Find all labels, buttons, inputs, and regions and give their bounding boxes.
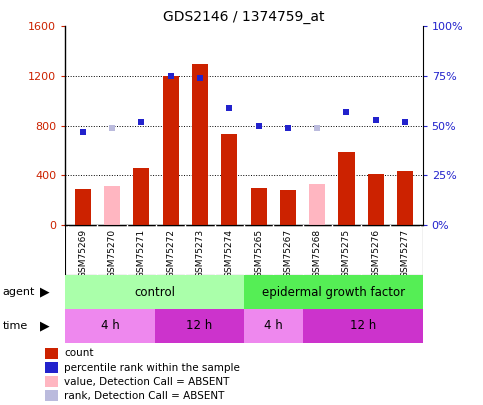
Bar <box>214 225 244 275</box>
Bar <box>397 171 413 225</box>
Title: GDS2146 / 1374759_at: GDS2146 / 1374759_at <box>163 10 325 24</box>
Text: GSM75272: GSM75272 <box>166 229 175 278</box>
Text: GSM75274: GSM75274 <box>225 229 234 278</box>
Bar <box>368 174 384 225</box>
Text: GSM75275: GSM75275 <box>342 229 351 278</box>
Text: GSM75265: GSM75265 <box>254 229 263 278</box>
Text: 4 h: 4 h <box>100 319 119 333</box>
Bar <box>45 390 58 401</box>
Bar <box>185 225 214 275</box>
Text: percentile rank within the sample: percentile rank within the sample <box>64 362 240 373</box>
Text: value, Detection Call = ABSENT: value, Detection Call = ABSENT <box>64 377 229 387</box>
Bar <box>221 134 237 225</box>
Bar <box>68 225 98 275</box>
Bar <box>244 225 273 275</box>
Bar <box>98 225 127 275</box>
Text: GSM75276: GSM75276 <box>371 229 380 278</box>
Bar <box>192 64 208 225</box>
Text: 12 h: 12 h <box>350 319 376 333</box>
Text: GSM75277: GSM75277 <box>400 229 410 278</box>
Bar <box>273 225 302 275</box>
Bar <box>127 225 156 275</box>
Text: agent: agent <box>2 287 35 297</box>
Text: time: time <box>2 321 28 331</box>
Text: control: control <box>134 286 175 299</box>
Text: 12 h: 12 h <box>186 319 213 333</box>
Bar <box>361 225 390 275</box>
Bar <box>332 225 361 275</box>
Text: epidermal growth factor: epidermal growth factor <box>262 286 405 299</box>
Bar <box>65 309 155 343</box>
Bar <box>75 189 91 225</box>
Text: GSM75267: GSM75267 <box>284 229 292 278</box>
Bar <box>45 376 58 387</box>
Bar <box>45 348 58 359</box>
Text: GSM75271: GSM75271 <box>137 229 146 278</box>
Text: 4 h: 4 h <box>264 319 283 333</box>
Bar <box>251 188 267 225</box>
Text: rank, Detection Call = ABSENT: rank, Detection Call = ABSENT <box>64 391 224 401</box>
Text: ▶: ▶ <box>40 319 49 333</box>
Text: GSM75268: GSM75268 <box>313 229 322 278</box>
Bar <box>45 362 58 373</box>
Text: ▶: ▶ <box>40 286 49 299</box>
Text: GSM75269: GSM75269 <box>78 229 87 278</box>
Bar <box>244 309 303 343</box>
Bar <box>104 186 120 225</box>
Bar <box>163 76 179 225</box>
Bar <box>133 168 149 225</box>
Bar <box>302 225 332 275</box>
Bar <box>303 309 423 343</box>
Text: GSM75270: GSM75270 <box>108 229 116 278</box>
Bar <box>155 309 244 343</box>
Bar <box>309 184 325 225</box>
Text: count: count <box>64 348 93 358</box>
Bar <box>244 275 423 309</box>
Bar <box>339 151 355 225</box>
Bar <box>156 225 185 275</box>
Bar <box>65 275 244 309</box>
Text: GSM75273: GSM75273 <box>196 229 204 278</box>
Bar <box>390 225 420 275</box>
Bar <box>280 190 296 225</box>
